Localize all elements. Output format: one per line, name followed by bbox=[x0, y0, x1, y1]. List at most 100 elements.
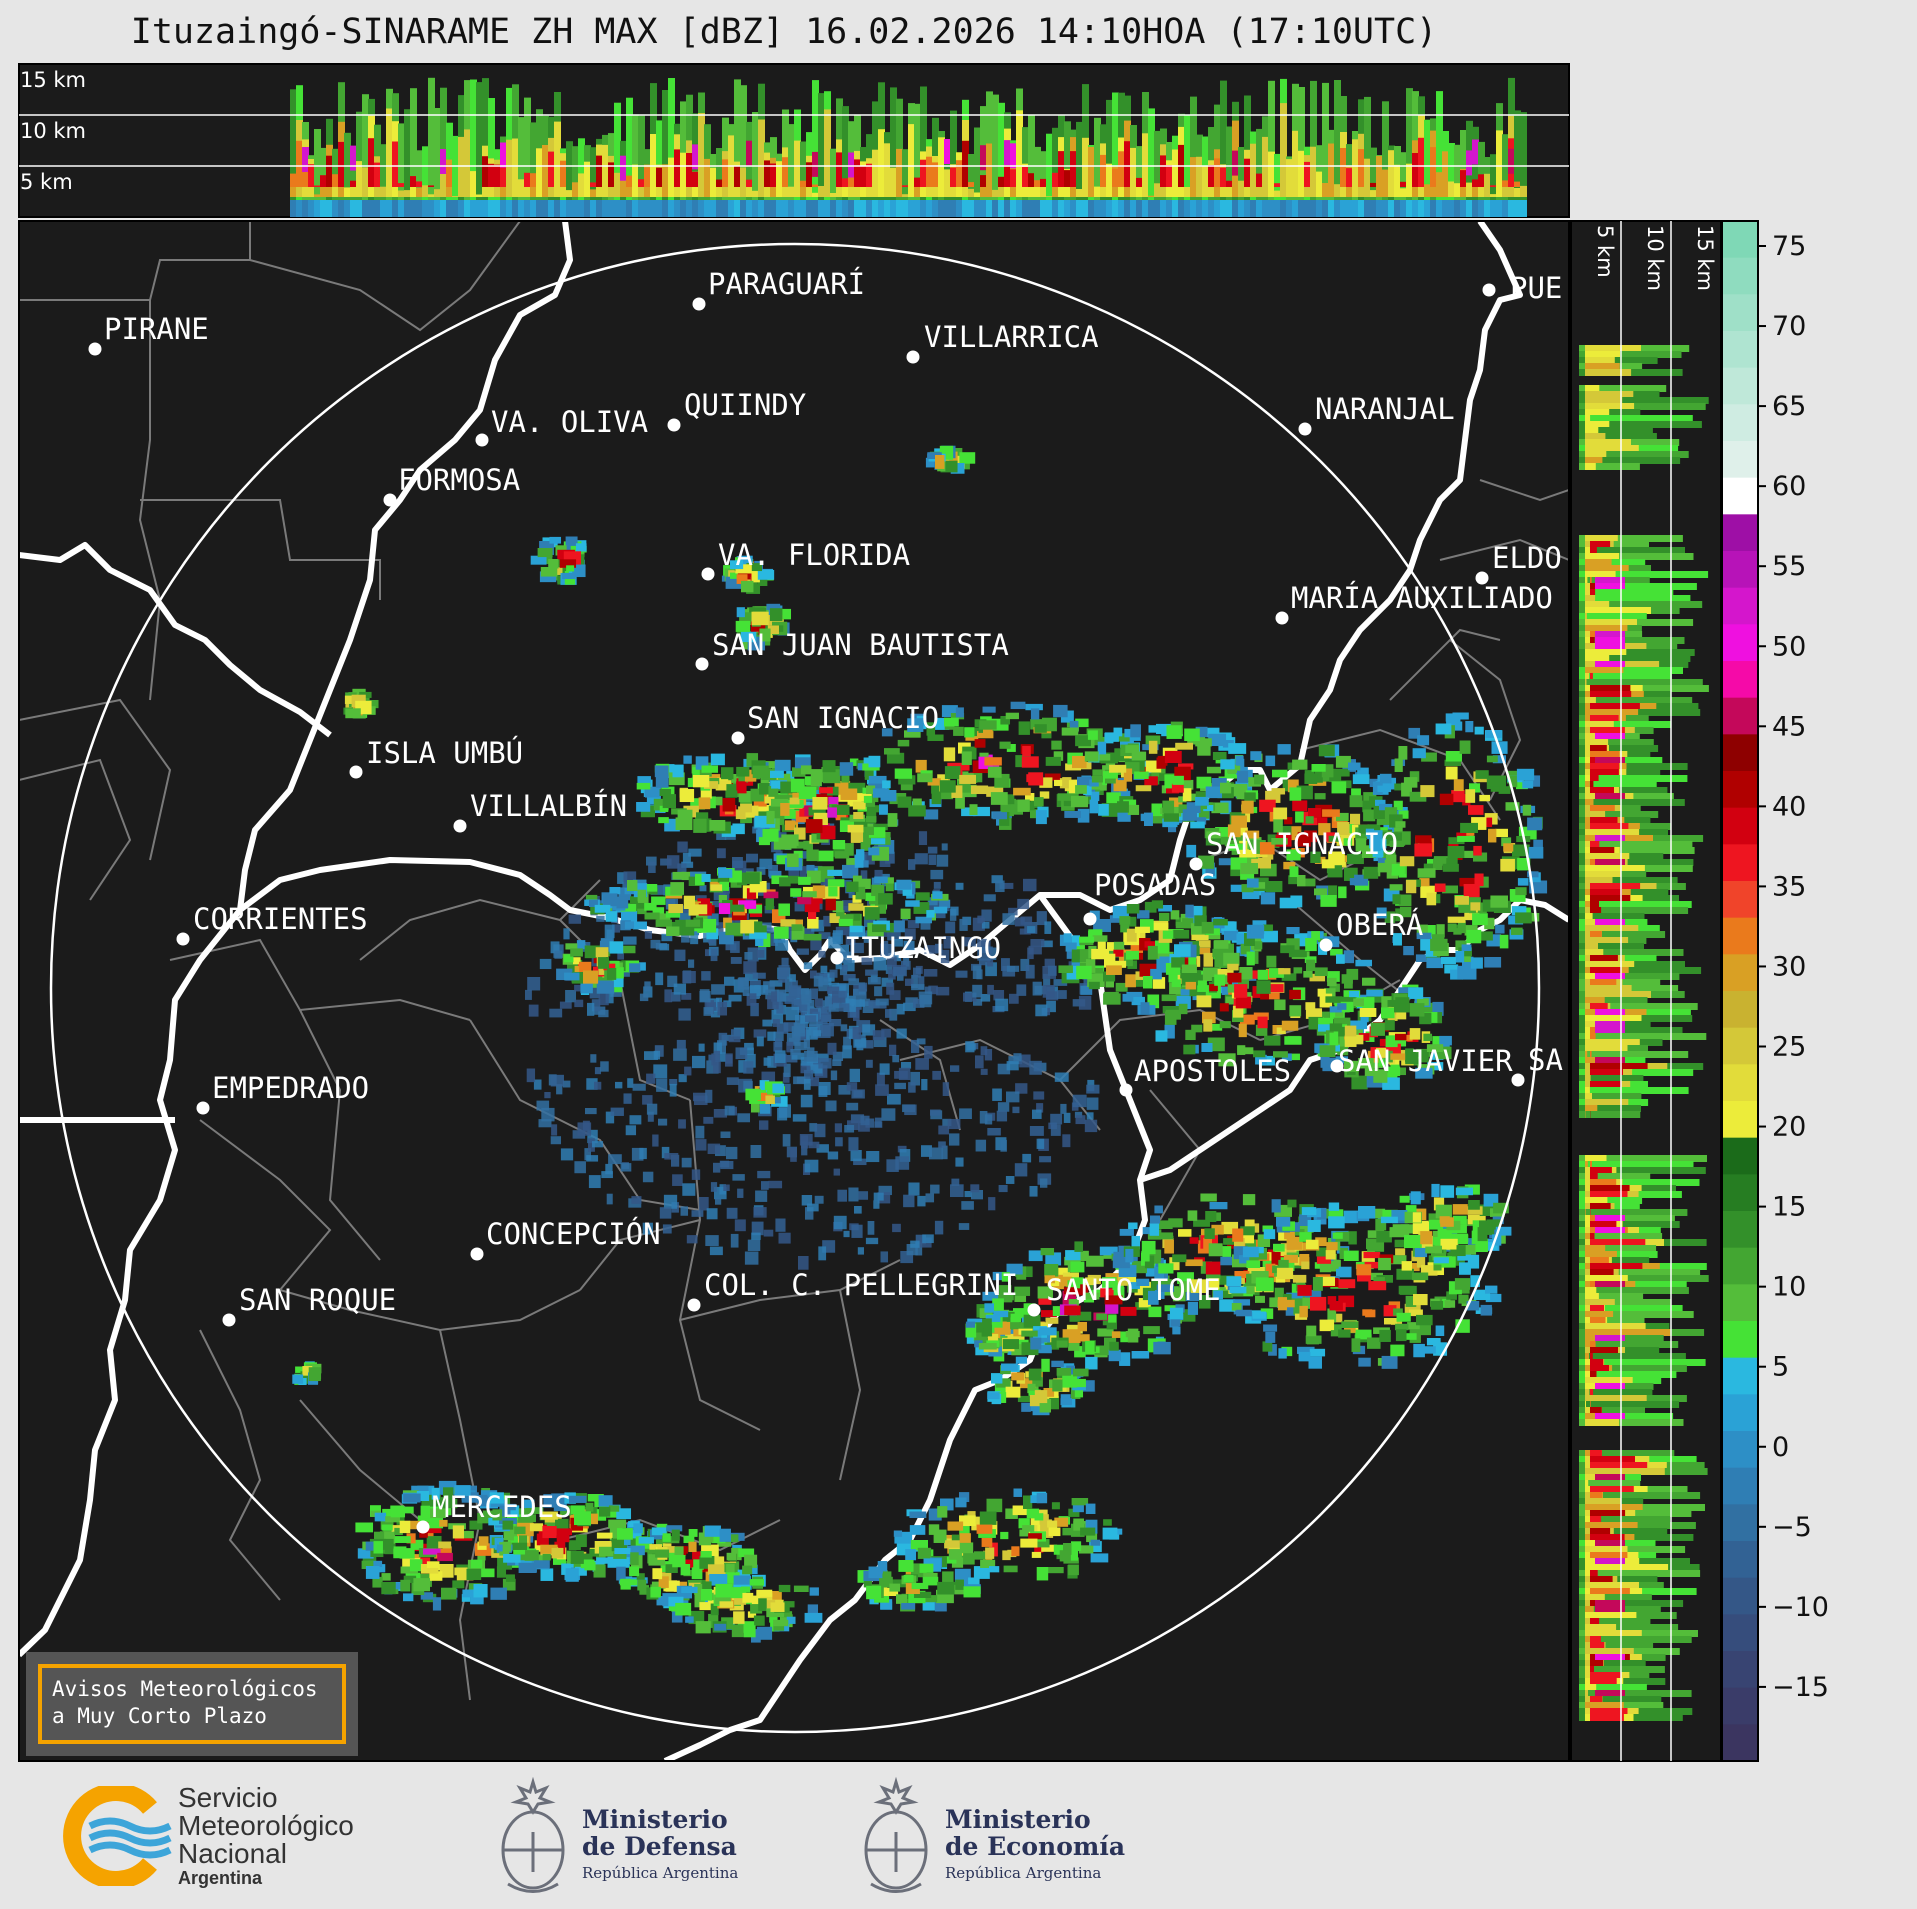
echo-cell bbox=[832, 900, 844, 913]
echo-cell bbox=[847, 824, 864, 833]
echo-cell bbox=[677, 863, 687, 874]
echo-cell bbox=[840, 788, 858, 800]
top-echo-column bbox=[1346, 168, 1353, 187]
top-echo-column bbox=[458, 136, 465, 197]
top-echo-column bbox=[1208, 165, 1215, 187]
echo-cell bbox=[752, 972, 766, 979]
echo-cell bbox=[1029, 1126, 1044, 1136]
echo-cell bbox=[1151, 803, 1163, 817]
echo-cell bbox=[1465, 721, 1474, 733]
echo-cell bbox=[941, 1145, 948, 1160]
echo-cell bbox=[842, 900, 854, 911]
echo-cell bbox=[767, 995, 779, 1010]
echo-cell bbox=[1234, 1271, 1250, 1279]
echo-cell bbox=[1063, 1543, 1072, 1555]
echo-cell bbox=[1090, 968, 1104, 977]
echo-cell bbox=[746, 853, 759, 863]
echo-cell bbox=[699, 991, 711, 1003]
echo-cell bbox=[429, 1571, 443, 1581]
echo-cell bbox=[418, 1557, 431, 1566]
echo-cell bbox=[478, 1536, 489, 1546]
top-echo-column bbox=[1424, 119, 1431, 217]
echo-cell bbox=[1363, 1252, 1381, 1259]
echo-cell bbox=[1274, 999, 1286, 1011]
echo-cell bbox=[1126, 991, 1143, 1001]
echo-cell bbox=[704, 1525, 721, 1537]
top-echo-column bbox=[878, 200, 885, 217]
echo-cell bbox=[1164, 750, 1182, 764]
echo-cell bbox=[662, 1533, 671, 1542]
echo-cell bbox=[1240, 863, 1259, 875]
top-echo-column bbox=[338, 141, 345, 187]
echo-cell bbox=[1246, 1284, 1255, 1295]
echo-cell bbox=[1379, 773, 1392, 784]
echo-cell bbox=[577, 1553, 593, 1563]
echo-cell bbox=[764, 927, 774, 934]
echo-cell bbox=[865, 1237, 879, 1245]
echo-cell bbox=[936, 986, 950, 996]
echo-cell bbox=[396, 1511, 405, 1525]
echo-cell bbox=[857, 878, 871, 890]
echo-cell bbox=[1281, 1020, 1299, 1031]
echo-cell bbox=[1435, 1204, 1452, 1219]
echo-cell bbox=[1320, 1054, 1330, 1068]
top-echo-column bbox=[968, 182, 975, 187]
echo-cell bbox=[1485, 1285, 1498, 1294]
top-echo-column bbox=[1322, 183, 1329, 197]
echo-cell bbox=[514, 1526, 526, 1535]
echo-cell bbox=[865, 892, 876, 901]
echo-cell bbox=[873, 957, 887, 971]
top-echo-column bbox=[758, 119, 765, 197]
top-echo-column bbox=[1268, 200, 1275, 217]
echo-cell bbox=[990, 947, 997, 960]
echo-cell bbox=[1280, 945, 1295, 954]
echo-cell bbox=[758, 621, 770, 636]
echo-cell bbox=[1068, 1299, 1079, 1307]
echo-cell bbox=[555, 1518, 569, 1531]
echo-cell bbox=[1239, 967, 1253, 980]
echo-cell bbox=[1005, 1176, 1015, 1184]
echo-cell bbox=[1308, 1356, 1322, 1369]
echo-cell bbox=[729, 870, 742, 883]
echo-cell bbox=[1338, 1295, 1355, 1308]
echo-cell bbox=[731, 1624, 744, 1638]
echo-cell bbox=[745, 872, 760, 885]
echo-cell bbox=[752, 765, 769, 778]
echo-cell bbox=[1429, 1219, 1444, 1230]
echo-cell bbox=[681, 871, 696, 881]
echo-cell bbox=[953, 726, 964, 736]
echo-cell bbox=[768, 1180, 783, 1189]
echo-cell bbox=[1053, 979, 1068, 986]
echo-cell bbox=[751, 1098, 760, 1113]
top-echo-column bbox=[1154, 130, 1161, 217]
echo-cell bbox=[818, 950, 826, 958]
echo-cell bbox=[1085, 1503, 1096, 1514]
echo-cell bbox=[456, 1569, 474, 1581]
echo-cell bbox=[1102, 1277, 1117, 1288]
echo-cell bbox=[940, 1498, 954, 1511]
echo-cell bbox=[789, 797, 800, 805]
echo-cell bbox=[461, 1492, 479, 1503]
top-echo-column bbox=[452, 196, 459, 197]
echo-cell bbox=[757, 949, 765, 958]
top-echo-column bbox=[1202, 200, 1209, 217]
echo-cell bbox=[1273, 807, 1288, 820]
echo-cell bbox=[655, 774, 669, 788]
echo-cell bbox=[931, 781, 940, 794]
echo-cell bbox=[519, 1535, 528, 1547]
echo-cell bbox=[648, 1554, 666, 1566]
echo-cell bbox=[592, 1141, 604, 1148]
top-echo-column bbox=[1484, 173, 1491, 197]
echo-cell bbox=[526, 1068, 536, 1083]
echo-cell bbox=[1281, 1346, 1293, 1357]
echo-cell bbox=[1452, 1204, 1468, 1215]
echo-cell bbox=[1329, 1301, 1343, 1311]
echo-cell bbox=[1144, 1249, 1162, 1262]
echo-cell bbox=[1264, 1035, 1281, 1046]
top-echo-column bbox=[602, 200, 609, 217]
echo-cell bbox=[608, 1154, 622, 1165]
echo-cell bbox=[900, 783, 913, 791]
echo-cell bbox=[913, 902, 930, 914]
echo-cell bbox=[1398, 894, 1412, 907]
top-echo-column bbox=[338, 200, 345, 217]
